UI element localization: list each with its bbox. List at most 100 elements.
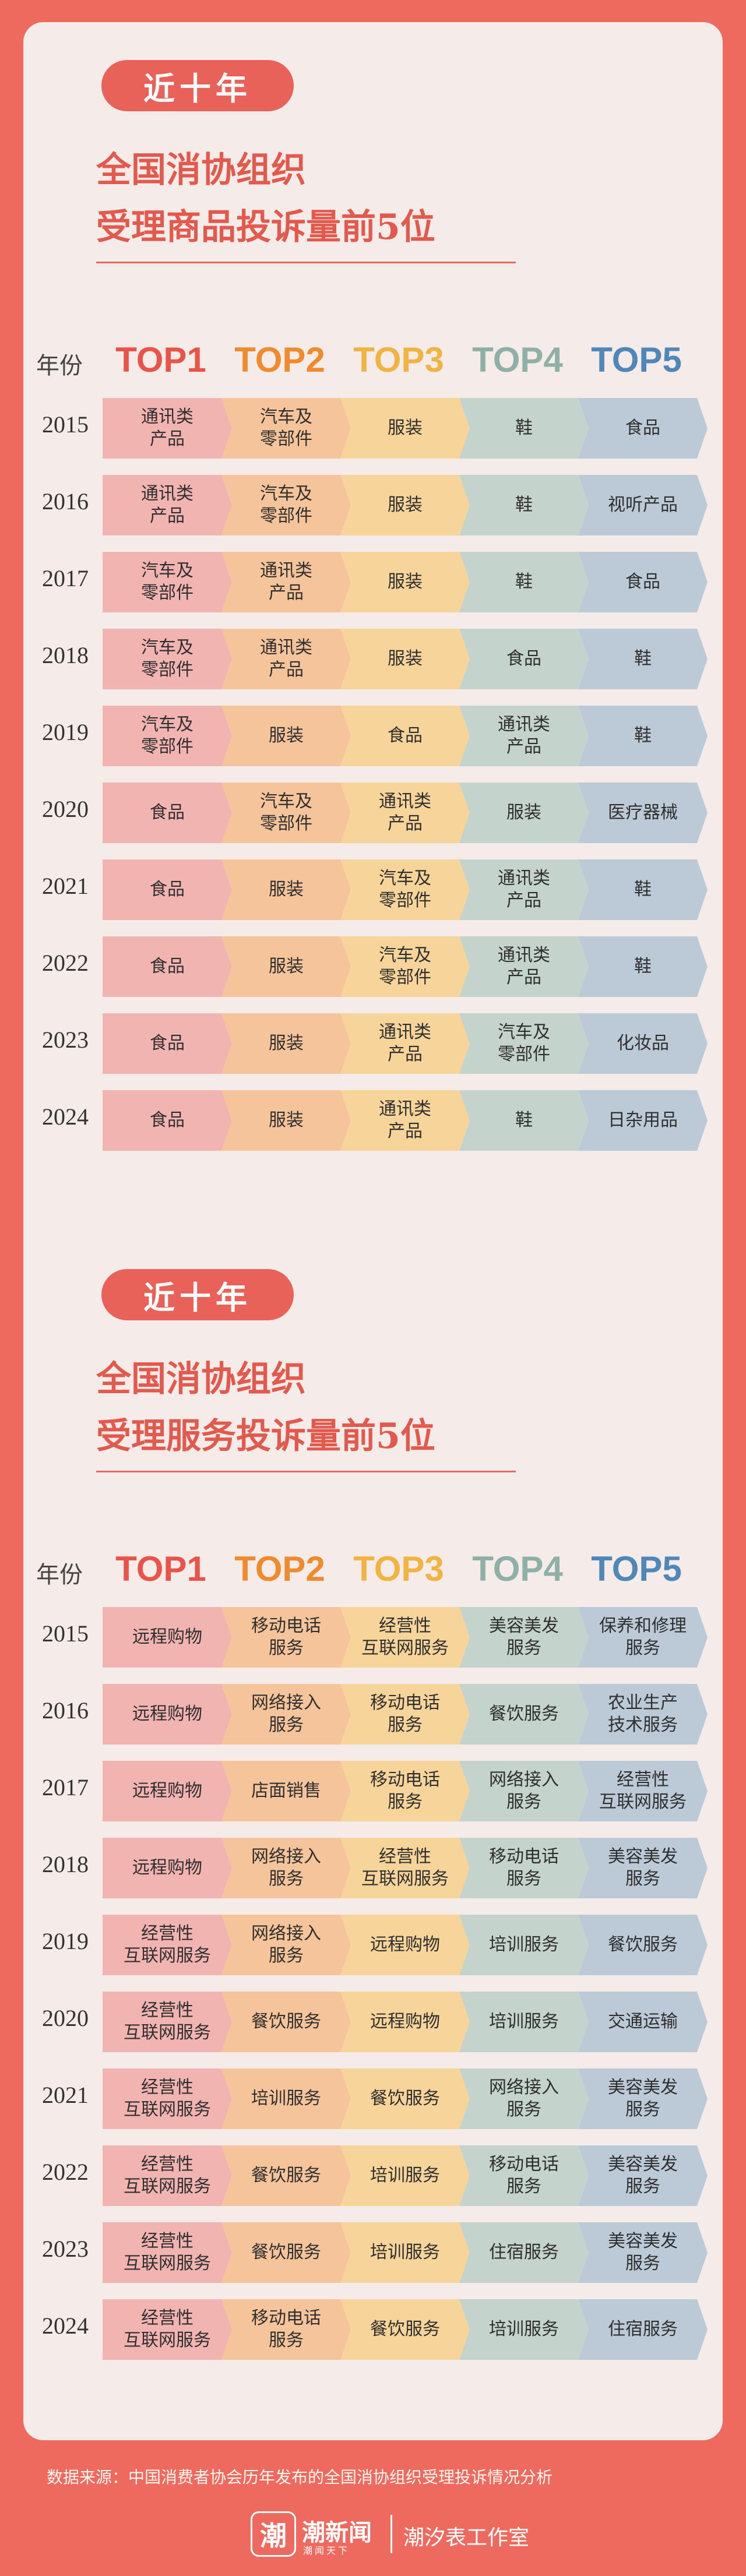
rank-4-cell: 汽车及 零部件 — [459, 1013, 589, 1074]
services-decade-pill: 近十年 — [101, 1269, 294, 1320]
year-cell: 2023 — [42, 1027, 89, 1053]
goods-top5-label: TOP5 — [591, 340, 682, 379]
goods-row-2024: 2024 食品 服装 通讯类 产品鞋日杂用品 — [23, 1090, 723, 1151]
services-row-2020: 2020 经营性 互联网服务 餐饮服务 远程购物 培训服务 交通运输 — [23, 1992, 723, 2052]
rank-5-cell: 食品 — [578, 398, 708, 459]
rank-5-cell: 餐饮服务 — [578, 1915, 708, 1975]
rank-2-cell: 店面销售 — [221, 1761, 351, 1821]
services-top4-label: TOP4 — [472, 1549, 563, 1588]
rank-4-cell: 鞋 — [459, 398, 589, 459]
rank-4-cell: 餐饮服务 — [459, 1684, 589, 1745]
rank-5-cell: 经营性 互联网服务 — [578, 1761, 708, 1821]
rank-3-cell: 通讯类 产品 — [340, 1090, 470, 1151]
rank-5-cell: 住宿服务 — [578, 2299, 708, 2360]
rank-2-cell: 培训服务 — [221, 2068, 351, 2129]
rank-4-cell: 移动电话 服务 — [459, 1838, 589, 1898]
goods-header-row: 年份 TOP1 TOP2 TOP3 TOP4 TOP5 — [23, 340, 723, 380]
rank-5-cell: 美容美发 服务 — [578, 1838, 708, 1898]
goods-row-2015: 2015 通讯类 产品 汽车及 零部件 服装鞋食品 — [23, 398, 723, 459]
rank-2-cell: 移动电话 服务 — [221, 2299, 351, 2360]
services-title-line2: 受理服务投诉量前5位 — [96, 1416, 435, 1457]
rank-3-cell: 经营性 互联网服务 — [340, 1838, 470, 1898]
rank-2-cell: 汽车及 零部件 — [221, 475, 351, 535]
rank-2-cell: 网络接入 服务 — [221, 1838, 351, 1898]
rank-2-cell: 服装 — [221, 1090, 351, 1151]
goods-top3-label: TOP3 — [353, 340, 444, 379]
rank-3-cell: 经营性 互联网服务 — [340, 1607, 470, 1668]
rank-2-cell: 服装 — [221, 859, 351, 920]
year-cell: 2020 — [42, 2005, 89, 2031]
year-cell: 2022 — [42, 2159, 89, 2185]
brand-slogan: 潮闻天下 — [303, 2545, 350, 2556]
rank-5-cell: 农业生产 技术服务 — [578, 1684, 708, 1745]
rank-1-cell: 远程购物 — [103, 1838, 232, 1898]
rank-2-cell: 汽车及 零部件 — [221, 398, 351, 459]
rank-2-cell: 移动电话 服务 — [221, 1607, 351, 1668]
rank-2-cell: 服装 — [221, 706, 351, 766]
services-year-label: 年份 — [36, 1562, 83, 1588]
services-header-row: 年份 TOP1 TOP2 TOP3 TOP4 TOP5 — [23, 1549, 723, 1590]
rank-3-cell: 服装 — [340, 629, 470, 689]
rank-5-cell: 美容美发 服务 — [578, 2145, 708, 2206]
brand-divider — [390, 2515, 392, 2553]
chaoxinwen-logo-icon: 潮 — [251, 2511, 296, 2557]
rank-4-cell: 美容美发 服务 — [459, 1607, 589, 1668]
year-cell: 2021 — [42, 2082, 89, 2108]
studio-name: 潮汐表工作室 — [403, 2526, 530, 2550]
rank-3-cell: 通讯类 产品 — [340, 783, 470, 843]
rank-2-cell: 通讯类 产品 — [221, 629, 351, 689]
services-row-2018: 2018 远程购物 网络接入 服务 经营性 互联网服务 移动电话 服务 美容美发 服务 — [23, 1838, 723, 1898]
goods-decade-pill: 近十年 — [101, 60, 294, 111]
year-cell: 2022 — [42, 950, 89, 976]
goods-title-line1: 全国消协组织 — [96, 150, 306, 191]
rank-3-cell: 服装 — [340, 398, 470, 459]
services-top5-label: TOP5 — [591, 1549, 682, 1588]
rank-3-cell: 餐饮服务 — [340, 2068, 470, 2129]
rank-1-cell: 汽车及 零部件 — [103, 629, 232, 689]
rank-1-cell: 远程购物 — [103, 1607, 232, 1668]
rank-4-cell: 鞋 — [459, 552, 589, 612]
services-row-2016: 2016 远程购物 网络接入 服务 移动电话 服务 餐饮服务 农业生产 技术服务 — [23, 1684, 723, 1745]
rank-1-cell: 汽车及 零部件 — [103, 706, 232, 766]
rank-2-cell: 餐饮服务 — [221, 1992, 351, 2052]
rank-4-cell: 移动电话 服务 — [459, 2145, 589, 2206]
rank-5-cell: 医疗器械 — [578, 783, 708, 843]
rank-5-cell: 美容美发 服务 — [578, 2222, 708, 2283]
year-cell: 2016 — [42, 488, 89, 515]
rank-2-cell: 餐饮服务 — [221, 2222, 351, 2283]
goods-year-label: 年份 — [36, 353, 83, 379]
rank-2-cell: 网络接入 服务 — [221, 1915, 351, 1975]
services-row-2024: 2024 经营性 互联网服务 移动电话 服务 餐饮服务 培训服务 住宿服务 — [23, 2299, 723, 2360]
rank-1-cell: 经营性 互联网服务 — [103, 2299, 232, 2360]
year-cell: 2017 — [42, 1774, 89, 1800]
rank-4-cell: 培训服务 — [459, 2299, 589, 2360]
rank-4-cell: 通讯类 产品 — [459, 706, 589, 766]
rank-3-cell: 汽车及 零部件 — [340, 859, 470, 920]
rank-3-cell: 食品 — [340, 706, 470, 766]
rank-4-cell: 通讯类 产品 — [459, 936, 589, 997]
rank-1-cell: 食品 — [103, 936, 232, 997]
rank-1-cell: 远程购物 — [103, 1684, 232, 1745]
services-top3-label: TOP3 — [353, 1549, 444, 1588]
rank-1-cell: 经营性 互联网服务 — [103, 1992, 232, 2052]
rank-3-cell: 培训服务 — [340, 2222, 470, 2283]
rank-4-cell: 培训服务 — [459, 1992, 589, 2052]
data-source-note: 数据来源：中国消费者协会历年发布的全国消协组织受理投诉情况分析 — [47, 2468, 553, 2487]
goods-row-2016: 2016 通讯类 产品 汽车及 零部件 服装鞋视听产品 — [23, 475, 723, 535]
rank-5-cell: 鞋 — [578, 936, 708, 997]
rank-5-cell: 日杂用品 — [578, 1090, 708, 1151]
goods-row-2017: 2017 汽车及 零部件 通讯类 产品 服装鞋食品 — [23, 552, 723, 612]
rank-2-cell: 服装 — [221, 1013, 351, 1074]
year-cell: 2024 — [42, 1104, 89, 1130]
year-cell: 2021 — [42, 873, 89, 899]
goods-row-2019: 2019 汽车及 零部件 服装 食品 通讯类 产品鞋 — [23, 706, 723, 766]
services-row-2019: 2019 经营性 互联网服务 网络接入 服务 远程购物 培训服务 餐饮服务 — [23, 1915, 723, 1975]
brand-footer: 潮 潮新闻 潮闻天下 潮汐表工作室 — [251, 2511, 577, 2558]
rank-5-cell: 食品 — [578, 552, 708, 612]
rank-1-cell: 汽车及 零部件 — [103, 552, 232, 612]
rank-4-cell: 食品 — [459, 629, 589, 689]
year-cell: 2020 — [42, 796, 89, 822]
year-cell: 2024 — [42, 2313, 89, 2339]
year-cell: 2023 — [42, 2236, 89, 2262]
year-cell: 2018 — [42, 1851, 89, 1877]
